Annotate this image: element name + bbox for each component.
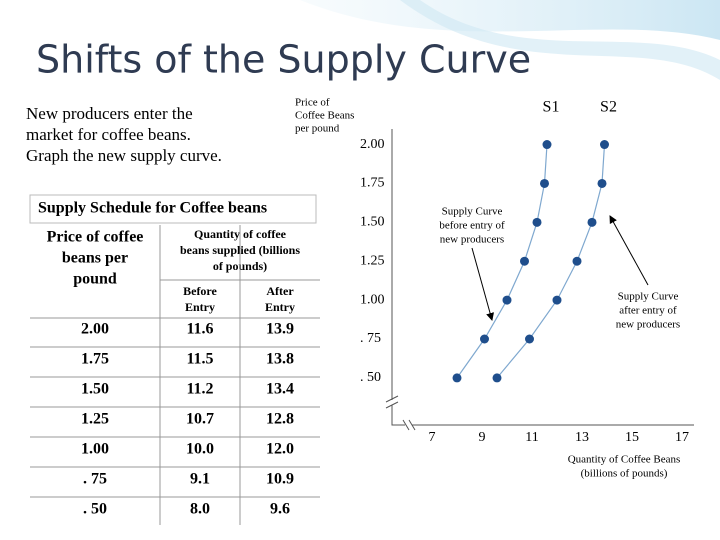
table-title-box <box>29 194 317 224</box>
annotation: Supply Curve <box>442 206 503 218</box>
intro-line: market for coffee beans. <box>26 125 191 144</box>
table-cell: . 75 <box>83 471 107 488</box>
arrow <box>609 215 649 286</box>
intro-line: New producers enter the <box>26 104 193 123</box>
y-tick-label: . 50 <box>360 370 381 385</box>
annotation: new producers <box>616 319 680 331</box>
subheader: After <box>266 284 294 298</box>
data-point <box>532 217 542 227</box>
y-tick-label: 2.00 <box>360 137 385 152</box>
x-tick-label: 7 <box>429 430 436 445</box>
y-tick-label: 1.25 <box>360 253 385 268</box>
data-point <box>542 140 552 150</box>
price-header: pound <box>73 271 117 288</box>
decoration <box>400 0 720 80</box>
x-tick-label: 13 <box>575 430 589 445</box>
table-cell: 10.7 <box>186 411 214 428</box>
table-cell: 11.2 <box>186 381 213 398</box>
price-header: Price of coffee <box>47 229 144 246</box>
table-cell: 13.8 <box>266 351 294 368</box>
table-cell: 8.0 <box>190 501 210 518</box>
arrow <box>471 247 494 321</box>
supply-curve <box>456 144 548 379</box>
table-cell: 9.6 <box>270 501 290 518</box>
data-point <box>502 295 512 305</box>
axes <box>385 129 694 431</box>
table-cell: 13.4 <box>266 381 294 398</box>
annotation: Supply Curve <box>618 291 679 303</box>
y-tick-label: 1.75 <box>360 176 385 191</box>
slide-title: Shifts of the Supply Curve <box>36 38 531 82</box>
data-point <box>572 256 582 266</box>
annotation: before entry of <box>439 220 505 232</box>
annotation: after entry of <box>619 305 677 317</box>
x-tick-label: 11 <box>525 430 538 445</box>
data-point <box>540 178 549 188</box>
table-cell: 10.0 <box>186 441 214 458</box>
y-axis-label: Price of <box>295 97 330 109</box>
annotation: new producers <box>440 234 504 246</box>
y-tick-label: 1.00 <box>360 292 385 307</box>
subheader: Entry <box>185 300 215 314</box>
table-title: Supply Schedule for Coffee beans <box>38 200 267 217</box>
y-axis-label: per pound <box>295 123 340 135</box>
y-tick-label: 1.50 <box>360 215 385 230</box>
subheader: Before <box>183 284 217 298</box>
x-tick-label: 17 <box>675 430 689 445</box>
series-label: S2 <box>600 99 617 116</box>
series-label: S1 <box>543 99 560 116</box>
intro: New producers enter the market for coffee… <box>26 104 222 165</box>
data-point <box>520 256 529 266</box>
table-cell: 12.8 <box>266 411 294 428</box>
table-cell: 1.25 <box>81 411 109 428</box>
data-point <box>587 217 597 227</box>
table-cell: 1.00 <box>81 441 109 458</box>
table-cell: 10.9 <box>266 471 294 488</box>
intro-line: Graph the new supply curve. <box>26 146 222 165</box>
table-cell: 1.50 <box>81 381 109 398</box>
table-cell: 11.5 <box>186 351 213 368</box>
y-axis-label: Coffee Beans <box>295 110 354 122</box>
table-cell: 2.00 <box>81 321 109 338</box>
data-point <box>492 373 502 383</box>
data-point <box>480 334 489 344</box>
table-cell: 13.9 <box>266 321 294 338</box>
table-cell: 12.0 <box>266 441 294 458</box>
data-point <box>525 334 534 344</box>
table: Supply Schedule for Coffee beans Price of… <box>30 200 320 525</box>
x-axis-label: (billions of pounds) <box>581 468 668 480</box>
decoration <box>300 0 720 40</box>
table-cell: 9.1 <box>190 471 210 488</box>
data-point <box>452 373 462 383</box>
x-axis-label: Quantity of Coffee Beans <box>568 454 681 466</box>
table-cell: . 50 <box>83 501 107 518</box>
supply-curve <box>496 144 606 379</box>
data-point <box>597 178 607 188</box>
data-point <box>552 295 562 305</box>
x-tick-label: 9 <box>479 430 486 445</box>
table-cell: 1.75 <box>81 351 109 368</box>
subheader: Entry <box>265 300 295 314</box>
table-cell: 11.6 <box>186 321 213 338</box>
price-header: beans per <box>62 250 128 267</box>
data-point <box>600 140 609 150</box>
x-tick-label: 15 <box>625 430 639 445</box>
y-tick-label: . 75 <box>360 331 381 346</box>
